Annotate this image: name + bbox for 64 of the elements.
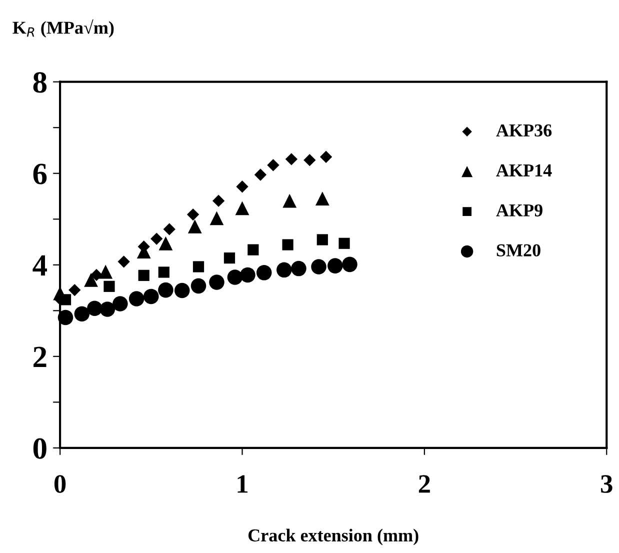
x-tick-label: 0 (54, 475, 66, 493)
point (100, 302, 116, 317)
point (311, 259, 326, 274)
point (90, 268, 103, 282)
point (68, 284, 81, 296)
point (276, 262, 292, 278)
y-tick-label: 8 (33, 72, 47, 93)
point (285, 153, 298, 166)
point (158, 236, 173, 250)
point (212, 194, 225, 207)
point (291, 260, 306, 276)
x-tick-label: 3 (601, 475, 612, 493)
point (328, 258, 343, 274)
point (235, 201, 250, 216)
point (186, 208, 200, 221)
point (320, 150, 332, 163)
point (74, 306, 90, 322)
point (58, 310, 74, 326)
point (227, 270, 243, 285)
point (248, 244, 259, 256)
point (256, 265, 272, 280)
y-tick-label: 0 (33, 438, 46, 459)
point (158, 282, 174, 298)
point (104, 280, 115, 292)
point (282, 194, 297, 208)
point (188, 220, 202, 234)
point (209, 274, 224, 290)
point (150, 232, 163, 245)
point (224, 252, 236, 264)
point (210, 211, 224, 226)
legend-label: AKP14 (496, 164, 552, 176)
point (118, 256, 130, 268)
point (315, 192, 330, 206)
point (254, 168, 267, 181)
point (87, 300, 102, 316)
legend-label: SM20 (496, 244, 540, 256)
point (128, 291, 144, 306)
x-tick-label: 2 (418, 475, 430, 493)
y-tick-label: 4 (32, 255, 47, 276)
point (144, 288, 159, 304)
point (163, 223, 176, 236)
legend-label: AKP36 (496, 124, 552, 137)
point (304, 154, 316, 166)
point (98, 264, 113, 279)
point (267, 159, 280, 172)
point (112, 296, 128, 312)
legend-label: AKP9 (496, 204, 542, 216)
point (338, 238, 350, 249)
point (138, 270, 150, 281)
point (192, 261, 204, 272)
y-tick-label: 6 (33, 164, 47, 184)
point (240, 267, 256, 283)
y-axis-title: K$_{R}$ (MPa√m) (12, 19, 114, 38)
point (84, 273, 98, 287)
point (282, 239, 294, 250)
point (174, 282, 190, 298)
point (236, 180, 248, 193)
y-tick-label: 2 (34, 346, 46, 368)
point (342, 256, 358, 272)
point (316, 234, 328, 246)
x-axis-title: Crack extension (mm) (248, 528, 418, 546)
x-tick-label: 1 (238, 475, 248, 493)
point (158, 266, 170, 278)
point (190, 278, 206, 294)
